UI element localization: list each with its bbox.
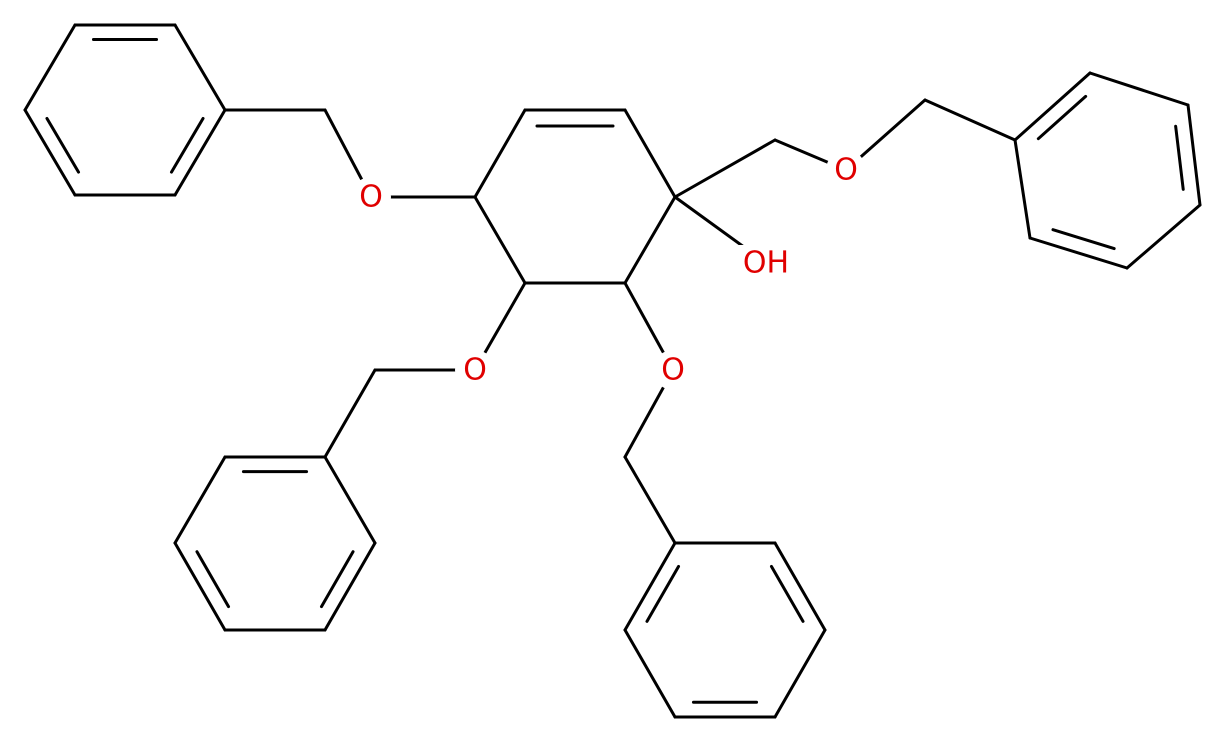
label-bg bbox=[735, 245, 797, 283]
atom-label: O bbox=[661, 353, 685, 388]
atom-label: OH bbox=[743, 246, 789, 281]
bond bbox=[23, 23, 77, 112]
bond bbox=[1186, 103, 1202, 207]
bond bbox=[1088, 71, 1190, 107]
bond bbox=[323, 455, 377, 545]
bond bbox=[623, 108, 677, 199]
bond bbox=[623, 628, 677, 719]
bond bbox=[1013, 138, 1032, 240]
bond bbox=[173, 108, 227, 197]
bond bbox=[45, 116, 81, 174]
bond bbox=[169, 116, 205, 174]
bond bbox=[773, 628, 827, 719]
bond bbox=[769, 564, 805, 623]
bond bbox=[1013, 71, 1092, 142]
atom-label: O bbox=[463, 353, 487, 388]
atom-labels: O O O O OH bbox=[351, 150, 866, 390]
bond bbox=[623, 195, 677, 285]
bond bbox=[1174, 124, 1185, 191]
bond bbox=[473, 195, 527, 285]
bond bbox=[323, 541, 377, 632]
atom-label: O bbox=[834, 153, 858, 188]
bond bbox=[319, 550, 355, 609]
bond bbox=[623, 541, 677, 632]
label-bg bbox=[351, 177, 391, 217]
bond bbox=[173, 23, 227, 112]
bond bbox=[23, 108, 77, 197]
bond bbox=[195, 550, 231, 609]
bond bbox=[923, 98, 1017, 142]
label-bg bbox=[653, 350, 693, 390]
bond bbox=[1036, 94, 1088, 141]
atom-label: O bbox=[359, 180, 383, 215]
bond bbox=[1125, 203, 1202, 270]
bond bbox=[623, 455, 677, 545]
bonds bbox=[23, 23, 1202, 719]
bond bbox=[1028, 236, 1129, 270]
bond bbox=[673, 138, 777, 199]
bond bbox=[173, 541, 227, 632]
bond bbox=[323, 368, 377, 459]
bond bbox=[773, 541, 827, 632]
label-bg bbox=[826, 150, 866, 190]
label-bg bbox=[455, 350, 495, 390]
bond bbox=[173, 455, 227, 545]
bond bbox=[473, 108, 527, 199]
bond bbox=[645, 564, 681, 623]
bond bbox=[1051, 228, 1116, 251]
